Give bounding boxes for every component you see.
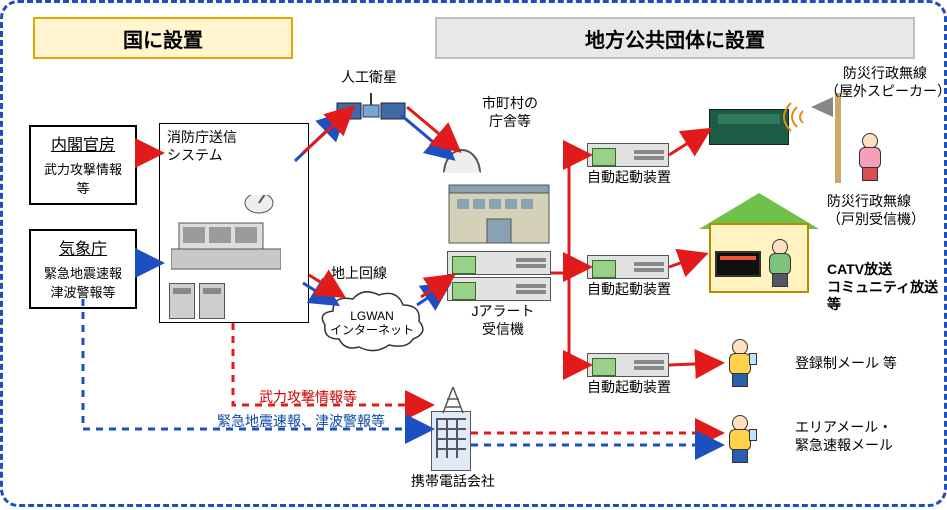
person-phone-icon [723,415,757,463]
ground-line-label: 地上回線 [331,265,387,283]
source-jma: 気象庁 緊急地震速報 津波警報等 [29,229,137,309]
municipal-office-icon [439,173,559,256]
carrier-label: 携帯電話会社 [407,473,499,491]
municipal-office-label: 市町村の 庁舎等 [465,95,555,130]
auto-start-label-3: 自動起動装置 [587,379,671,397]
header-national: 国に設置 [33,17,293,59]
auto-start-label-2: 自動起動装置 [587,281,671,299]
person-icon [853,133,887,181]
server-icon [199,283,225,319]
fdma-transmit-label: 消防庁送信 システム [167,129,237,164]
carrier-antenna-icon [441,387,465,420]
auto-start-device-icon [587,143,669,167]
source-jma-sub: 緊急地震速報 津波警報等 [31,261,135,307]
carrier-building-icon [431,411,471,471]
satellite-label: 人工衛星 [341,69,397,87]
fdma-console-icon [171,195,281,275]
outdoor-radio-label: 防災行政無線 （屋外スピーカー） [825,65,945,100]
tv-icon [715,251,761,277]
eq-tsunami-info-caption: 緊急地震速報、津波警報等 [217,413,385,431]
area-mail-label: エリアメール・ 緊急速報メール [795,419,893,454]
header-local: 地方公共団体に設置 [435,17,915,59]
jalert-receiver-label: Jアラート 受信機 [463,303,543,338]
loudspeaker-icon [811,97,833,117]
auto-start-label-1: 自動起動装置 [587,169,671,187]
catv-label: CATV放送 コミュニティ放送等 [827,261,947,314]
speaker-pole-icon [835,93,841,183]
indoor-radio-label: 防災行政無線 （戸別受信機） [827,193,947,228]
person-icon [763,239,797,287]
radio-console-icon [709,109,789,145]
j-alert-system-diagram: 国に設置 地方公共団体に設置 内閣官房 武力攻撃情報 等 気象庁 緊急地震速報 … [0,0,947,507]
lgwan-internet-cloud: LGWAN インターネット [317,287,427,357]
source-cabinet-office: 内閣官房 武力攻撃情報 等 [29,125,137,205]
source-cabinet-title: 内閣官房 [31,127,135,157]
auto-start-device-icon [587,353,669,377]
source-cabinet-sub: 武力攻撃情報 等 [31,157,135,203]
armed-attack-info-caption: 武力攻撃情報等 [259,389,357,407]
jalert-receiver-icon [447,251,551,301]
registered-mail-label: 登録制メール 等 [795,355,897,373]
auto-start-device-icon [587,255,669,279]
lgwan-cloud-label: LGWAN インターネット [317,309,427,338]
satellite-dish-icon [443,149,481,173]
house-icon [699,193,819,293]
source-jma-title: 気象庁 [31,231,135,261]
person-phone-icon [723,339,757,387]
satellite-icon [335,89,407,138]
server-icon [169,283,195,319]
